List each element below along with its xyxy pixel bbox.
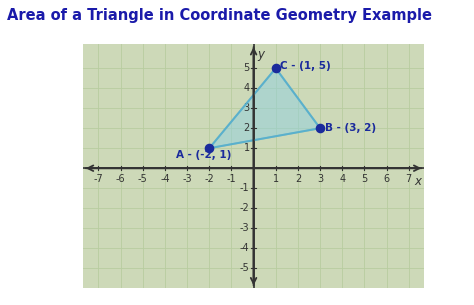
- Text: 2: 2: [243, 123, 250, 133]
- Text: -1: -1: [240, 183, 250, 193]
- Text: 3: 3: [244, 103, 250, 113]
- Text: -7: -7: [93, 174, 103, 184]
- Text: 2: 2: [295, 174, 301, 184]
- Text: 5: 5: [361, 174, 367, 184]
- Text: -2: -2: [240, 203, 250, 213]
- Text: -2: -2: [204, 174, 214, 184]
- Text: A - (-2, 1): A - (-2, 1): [176, 150, 231, 160]
- Text: y: y: [257, 48, 264, 61]
- Text: -4: -4: [240, 243, 250, 253]
- Text: 4: 4: [339, 174, 345, 184]
- Text: 7: 7: [406, 174, 412, 184]
- Point: [316, 126, 324, 131]
- Point: [272, 66, 280, 71]
- Text: 6: 6: [383, 174, 390, 184]
- Text: -4: -4: [160, 174, 170, 184]
- Text: C - (1, 5): C - (1, 5): [280, 61, 330, 71]
- Text: x: x: [414, 175, 421, 188]
- Text: -6: -6: [116, 174, 126, 184]
- Text: -5: -5: [138, 174, 148, 184]
- Text: 4: 4: [244, 83, 250, 93]
- Text: B - (3, 2): B - (3, 2): [325, 123, 376, 133]
- Text: -3: -3: [240, 223, 250, 233]
- Polygon shape: [209, 68, 320, 148]
- Text: 1: 1: [244, 143, 250, 153]
- Text: -1: -1: [227, 174, 236, 184]
- Text: Area of a Triangle in Coordinate Geometry Example: Area of a Triangle in Coordinate Geometr…: [7, 8, 432, 23]
- Text: 3: 3: [317, 174, 323, 184]
- Text: -5: -5: [240, 263, 250, 273]
- Text: 5: 5: [243, 63, 250, 73]
- Text: 1: 1: [273, 174, 279, 184]
- Point: [205, 146, 213, 151]
- Text: -3: -3: [182, 174, 192, 184]
